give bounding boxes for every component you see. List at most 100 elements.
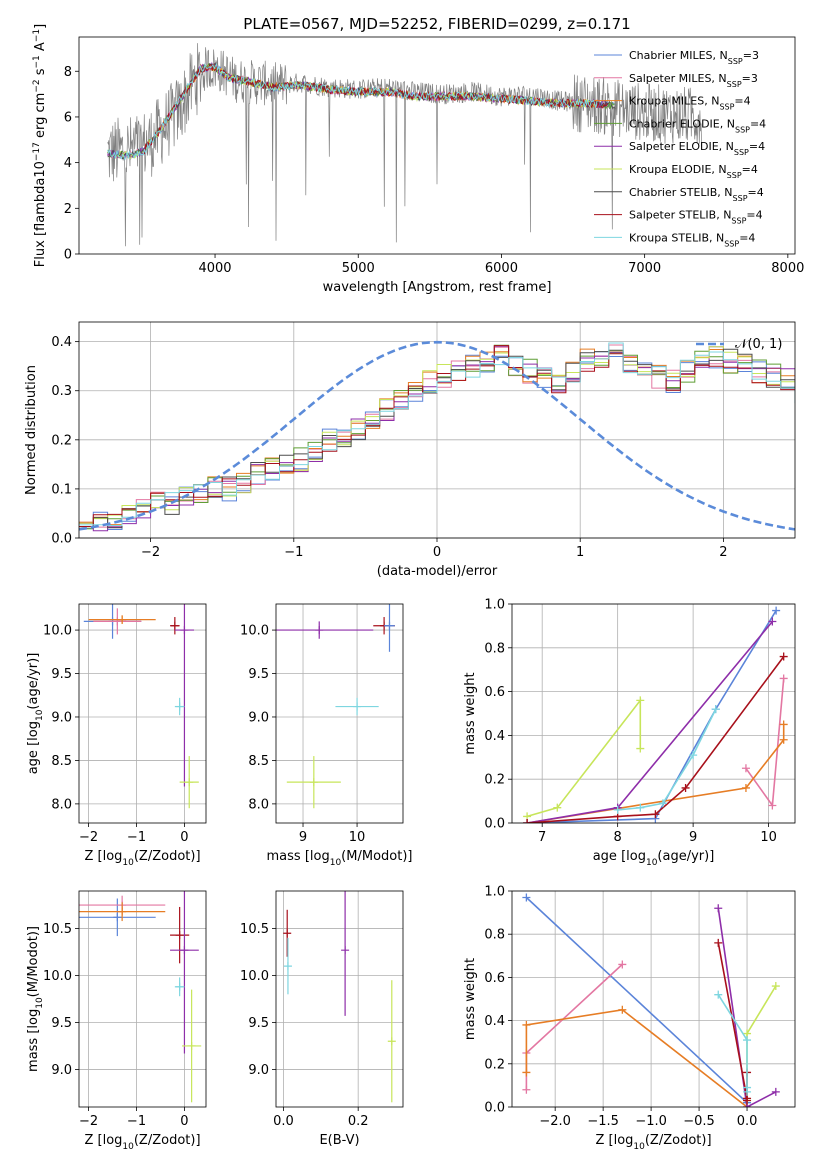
- y-tick-label: 0.6: [484, 971, 505, 986]
- y-axis-label: Flux [flambda10−17 erg cm−2 s−1 A−1]: [32, 24, 48, 267]
- y-tick-label: 0.2: [484, 1057, 505, 1072]
- legend-label: Kroupa ELODIE, NSSP=4: [629, 163, 758, 180]
- label-part: Z [log: [84, 1133, 122, 1148]
- legend-label-sub: SSP: [727, 79, 742, 88]
- weight-point-marker: [681, 783, 690, 792]
- x-tick-label: −1: [284, 545, 303, 560]
- x-axis-label: age [log10(age/yr)]: [593, 849, 715, 868]
- weight-point-marker: [771, 1087, 780, 1096]
- weight-point-marker: [743, 1087, 752, 1096]
- y-tick-label: 9.0: [51, 1063, 72, 1078]
- label-part: (data-model)/error: [377, 564, 498, 579]
- y-tick-label: 0.2: [484, 773, 505, 788]
- label-part: −1: [32, 55, 42, 68]
- legend-label-end: =4: [750, 117, 766, 130]
- label-part: (Z/Z: [134, 1133, 161, 1148]
- data-point-marker: [170, 621, 179, 630]
- x-tick-label: 0: [433, 545, 441, 560]
- label-part: odot)]: [161, 849, 200, 864]
- legend-label-main: Kroupa MILES, N: [629, 95, 719, 108]
- legend-label-end: =4: [734, 95, 750, 108]
- legend-label-sub: SSP: [731, 216, 746, 225]
- data-point-marker: [118, 907, 127, 916]
- y-tick-label: 10.5: [43, 922, 72, 937]
- weight-point-marker: [772, 606, 781, 615]
- weight-point-marker: [714, 990, 723, 999]
- y-tick-label: 0.4: [484, 1014, 505, 1029]
- gaussian-reference-curve: [79, 340, 795, 531]
- legend-label-end: =3: [743, 49, 759, 62]
- x-tick-label: 6000: [485, 261, 518, 276]
- x-tick-label: 0.0: [273, 1114, 294, 1129]
- data-point-marker: [113, 617, 122, 626]
- x-tick-label: 9: [689, 830, 697, 845]
- weight-point-marker: [618, 1005, 627, 1014]
- legend-label-end: =4: [749, 140, 765, 153]
- data-point-marker: [387, 1037, 396, 1046]
- y-tick-label: 10.0: [240, 969, 269, 984]
- label-part: 10: [330, 858, 342, 868]
- y-tick-label: 0.6: [484, 685, 505, 700]
- weight-series-line: [717, 942, 748, 1101]
- data-point-marker: [283, 962, 292, 971]
- y-tick-label: 0: [64, 248, 72, 263]
- x-tick-label: 10: [349, 830, 366, 845]
- legend-label-end: =4: [742, 163, 758, 176]
- weight-series-line: [526, 724, 785, 823]
- label-part: age [log: [26, 721, 41, 774]
- y-tick-label: 6: [64, 110, 72, 125]
- label-part: 10: [122, 1142, 134, 1152]
- label-part: odot)]: [161, 1133, 200, 1148]
- data-point-marker: [175, 931, 184, 940]
- panel-frame: [78, 321, 796, 539]
- y-tick-label: 9.5: [248, 667, 269, 682]
- x-tick-label: −2.0: [539, 1114, 571, 1129]
- y-axis-label: mass weight: [463, 672, 478, 754]
- x-tick-label: 0.2: [348, 1114, 369, 1129]
- label-part: Normed distribution: [24, 365, 39, 495]
- y-tick-label: 10.0: [43, 969, 72, 984]
- weight-point-marker: [768, 801, 777, 810]
- x-axis-label: Z [log10(Z/Zodot)]: [595, 1133, 711, 1152]
- figure-title: PLATE=0567, MJD=52252, FIBERID=0299, z=0…: [243, 15, 630, 33]
- y-tick-label: 9.0: [51, 710, 72, 725]
- plot-area-age-vs-Z: [83, 604, 199, 809]
- x-tick-label: 4000: [198, 261, 231, 276]
- y-tick-label: 0.4: [51, 335, 72, 350]
- data-point-marker: [385, 621, 394, 630]
- weight-point-marker: [618, 960, 627, 969]
- label-part: lambda10: [33, 161, 48, 223]
- x-tick-label: 1: [576, 545, 584, 560]
- data-point-marker: [180, 946, 189, 955]
- x-tick-label: 7000: [628, 261, 661, 276]
- legend-label-main: Salpeter STELIB, N: [629, 209, 731, 222]
- weight-point-marker: [741, 764, 750, 773]
- weight-point-marker: [636, 803, 645, 812]
- observed-spectrum: [107, 43, 702, 247]
- label-part: 10: [35, 709, 45, 721]
- label-part: odot)]: [672, 1133, 711, 1148]
- legend-label-end: =3: [742, 72, 758, 85]
- weight-point-marker: [636, 696, 645, 705]
- label-part: odot)]: [373, 849, 412, 864]
- y-tick-label: 8.5: [248, 754, 269, 769]
- y-tick-label: 9.5: [51, 1016, 72, 1031]
- weight-point-marker: [779, 735, 788, 744]
- data-point-marker: [118, 615, 127, 624]
- legend-label-sub: SSP: [728, 57, 743, 66]
- model-spectrum: [107, 62, 599, 161]
- x-tick-label: −1: [127, 830, 146, 845]
- panel-frame: [511, 890, 796, 1108]
- plot-area-mass-vs-EBV: [283, 891, 396, 1103]
- label-part: mass weight: [463, 958, 478, 1040]
- weight-point-marker: [779, 720, 788, 729]
- x-tick-label: 2: [719, 545, 727, 560]
- weight-point-marker: [636, 744, 645, 753]
- panel-residuals: −2 −1 0 1 2 0.0 0.1 0.2 0.3 0.4 (data-model)/error…: [24, 321, 796, 579]
- panel-mass-vs-Z: −2 −1 09.09.510.010.5Z [log10(Z/Zodot)]mas…: [26, 890, 207, 1152]
- x-tick-label: −2: [79, 830, 98, 845]
- residual-histogram: [79, 351, 795, 530]
- weight-point-marker: [743, 1036, 752, 1045]
